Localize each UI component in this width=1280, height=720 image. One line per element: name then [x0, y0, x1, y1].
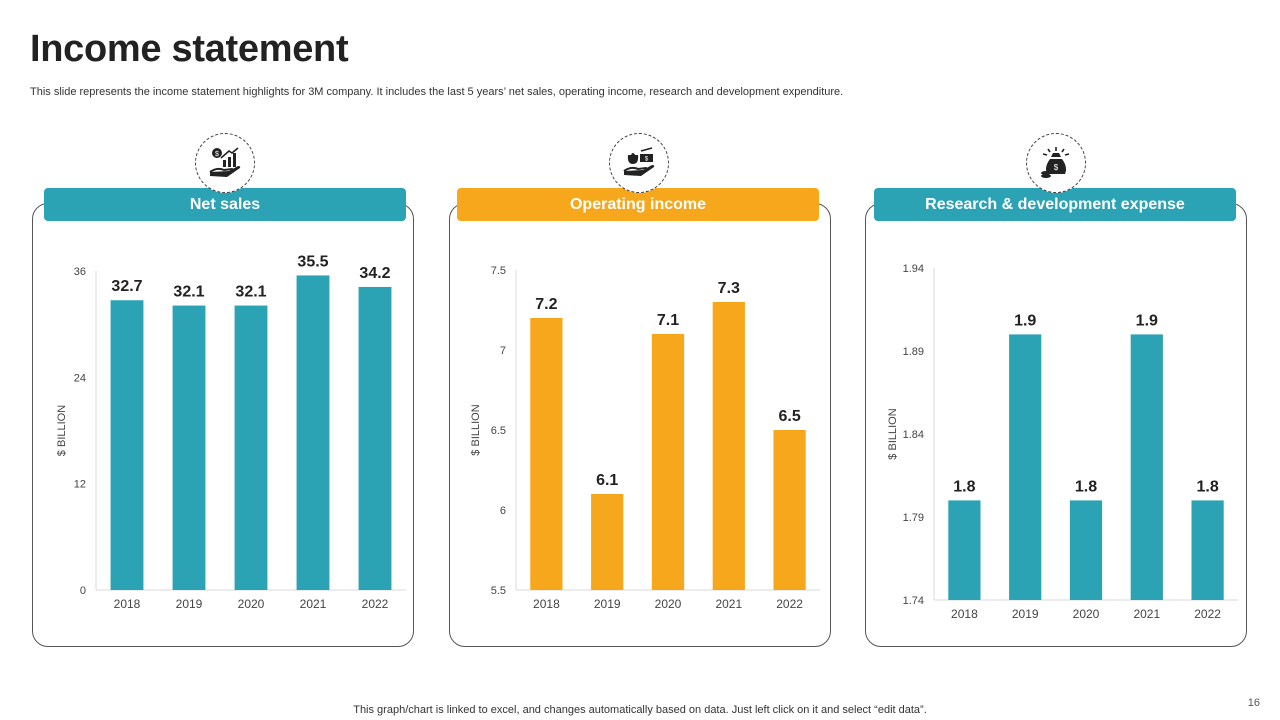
bar [296, 275, 330, 590]
bar-data-label: 32.1 [235, 284, 266, 301]
x-tick-label: 2019 [1012, 607, 1039, 621]
svg-text:$: $ [215, 151, 219, 158]
bar [773, 430, 806, 590]
bar [591, 494, 624, 590]
bar-data-label: 7.1 [657, 312, 679, 329]
svg-text:$: $ [645, 157, 649, 163]
bar-data-label: 7.2 [535, 296, 557, 313]
slide-subtitle: This slide represents the income stateme… [30, 86, 844, 98]
bar-data-label: 1.8 [953, 478, 975, 495]
svg-text:$: $ [1054, 163, 1059, 172]
bar-data-label: 1.8 [1196, 478, 1218, 495]
bar [651, 334, 685, 590]
bar-data-label: 1.9 [1136, 312, 1158, 329]
bar [1009, 334, 1042, 600]
x-tick-label: 2020 [1073, 607, 1100, 621]
y-tick-label: 7.5 [491, 265, 506, 277]
x-tick-label: 2021 [715, 597, 742, 611]
x-tick-label: 2022 [1194, 607, 1221, 621]
x-tick-label: 2018 [114, 597, 141, 611]
x-tick-label: 2018 [533, 597, 560, 611]
bar [712, 302, 745, 590]
bar [530, 318, 563, 590]
footer-note: This graph/chart is linked to excel, and… [353, 704, 927, 716]
y-tick-label: 0 [80, 585, 86, 597]
money-bag-coins-icon: $ [1026, 133, 1086, 193]
money-hand-icon: $ [609, 133, 669, 193]
x-tick-label: 2020 [655, 597, 682, 611]
x-tick-label: 2018 [951, 607, 978, 621]
slide-title: Income statement [30, 28, 349, 70]
y-tick-label: 36 [74, 266, 86, 278]
rd-expense-header: Research & development expense [874, 188, 1236, 221]
bar [1130, 334, 1163, 600]
y-axis-label: $ BILLION [470, 404, 482, 455]
y-tick-label: 6.5 [491, 425, 506, 437]
bar-data-label: 34.2 [359, 265, 390, 282]
y-tick-label: 1.79 [903, 512, 924, 524]
y-tick-label: 1.89 [903, 346, 924, 358]
y-tick-label: 12 [74, 479, 86, 491]
bar [110, 300, 144, 590]
y-tick-label: 1.74 [903, 595, 924, 607]
y-tick-label: 7 [500, 345, 506, 357]
bar [1069, 500, 1103, 600]
money-growth-hand-icon: $ [195, 133, 255, 193]
bar-data-label: 6.5 [778, 408, 800, 425]
y-axis-label: $ BILLION [887, 408, 899, 459]
rd-expense-card [865, 203, 1247, 647]
bar [234, 305, 268, 590]
x-tick-label: 2019 [594, 597, 621, 611]
y-tick-label: 24 [74, 372, 86, 384]
bar-data-label: 6.1 [596, 472, 618, 489]
bar [358, 286, 392, 590]
x-tick-label: 2022 [362, 597, 389, 611]
bar-data-label: 32.1 [173, 284, 204, 301]
operating-income-header: Operating income [457, 188, 819, 221]
x-tick-label: 2021 [300, 597, 327, 611]
bar-data-label: 32.7 [111, 278, 142, 295]
net-sales-header: Net sales [44, 188, 406, 221]
x-tick-label: 2021 [1133, 607, 1160, 621]
bar [172, 305, 206, 590]
bar-data-label: 7.3 [718, 280, 740, 297]
x-tick-label: 2019 [176, 597, 203, 611]
y-tick-label: 5.5 [491, 585, 506, 597]
bar [1191, 500, 1224, 600]
page-number: 16 [1247, 697, 1260, 709]
operating-income-card [449, 203, 831, 647]
bar-data-label: 35.5 [297, 253, 328, 270]
x-tick-label: 2022 [776, 597, 803, 611]
bar-data-label: 1.8 [1075, 478, 1097, 495]
x-tick-label: 2020 [238, 597, 265, 611]
y-tick-label: 1.94 [903, 263, 924, 275]
bar [948, 500, 981, 600]
y-axis-label: $ BILLION [56, 405, 68, 456]
bar-data-label: 1.9 [1014, 312, 1036, 329]
y-tick-label: 6 [500, 505, 506, 517]
y-tick-label: 1.84 [903, 429, 924, 441]
